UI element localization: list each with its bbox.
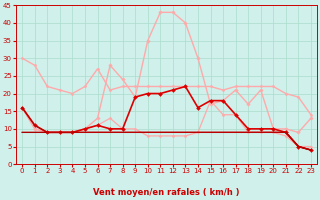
X-axis label: Vent moyen/en rafales ( km/h ): Vent moyen/en rafales ( km/h ): [93, 188, 240, 197]
